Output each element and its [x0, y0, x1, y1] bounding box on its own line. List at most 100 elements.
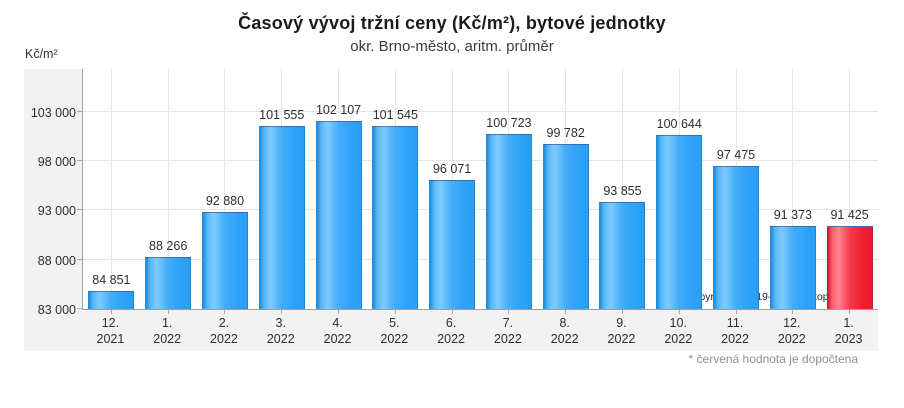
x-axis-tick-label: 1. 2023 — [814, 315, 884, 347]
x-axis-tick — [735, 310, 737, 314]
x-axis-tick-label: 1. 2022 — [132, 315, 202, 347]
y-axis-tick-labels: 83 000 88 000 93 000 98 000 103 000 — [0, 69, 76, 317]
x-label-year: 2022 — [210, 332, 238, 346]
gridline-vertical — [849, 69, 851, 309]
x-label-year: 2023 — [834, 332, 863, 346]
x-label-year: 2022 — [721, 332, 749, 346]
bar-value-label: 88 266 — [149, 239, 188, 254]
x-label-month: 11. — [726, 316, 744, 330]
x-axis-tick — [338, 310, 340, 314]
bar-value-label: 96 071 — [432, 162, 472, 177]
x-axis-tick — [849, 310, 851, 314]
x-axis-tick-label: 2. 2022 — [189, 315, 259, 347]
x-axis-tick — [281, 310, 283, 314]
bar[interactable] — [201, 211, 248, 309]
bar[interactable] — [372, 126, 419, 309]
gridline-vertical — [224, 69, 226, 309]
x-label-month: 12. — [783, 316, 801, 330]
bar-value-label: 84 851 — [92, 272, 131, 287]
bar[interactable] — [713, 166, 760, 309]
x-label-month: 1. — [161, 316, 173, 330]
x-label-year: 2022 — [266, 332, 295, 346]
x-label-year: 2022 — [607, 332, 636, 346]
bar-value-label: 100 644 — [656, 117, 702, 132]
bar-value-label: 93 855 — [603, 183, 642, 198]
bar[interactable] — [145, 257, 192, 309]
gridline-vertical — [621, 69, 623, 309]
x-label-year: 2022 — [777, 332, 806, 346]
y-axis-tick — [77, 160, 82, 162]
x-label-month: 9. — [616, 316, 627, 330]
bar-value-label: 101 545 — [372, 108, 418, 123]
y-axis-tick-label: 83 000 — [37, 303, 76, 317]
bar-value-label: 102 107 — [315, 102, 362, 117]
x-axis-tick-label: 7. 2022 — [473, 315, 543, 347]
plot-area: Copyright © 2019-2023, OctopusPro 84 851… — [77, 69, 878, 314]
x-label-month: 6. — [445, 316, 457, 330]
x-axis-tick — [678, 310, 680, 314]
chart-subtitle: okr. Brno-město, aritm. průměr — [350, 38, 554, 55]
x-axis-tick-label: 12. 2021 — [75, 315, 145, 347]
x-axis-tick-label: 5. 2022 — [359, 315, 429, 347]
x-axis-tick — [224, 310, 226, 314]
x-label-month: 1. — [843, 316, 854, 330]
x-label-month: 5. — [389, 316, 400, 330]
bar[interactable] — [769, 226, 816, 309]
bar-value-label: 91 425 — [830, 207, 869, 222]
y-axis-tick-label: 93 000 — [37, 204, 76, 219]
y-axis-tick — [77, 110, 82, 112]
y-axis-tick — [77, 209, 82, 211]
x-label-year: 2022 — [550, 332, 579, 346]
x-axis-tick — [792, 310, 794, 314]
y-axis-tick — [77, 308, 82, 309]
gridline-horizontal — [83, 160, 878, 162]
x-label-month: 10. — [669, 316, 687, 330]
x-label-year: 2022 — [437, 332, 465, 346]
bar-value-label: 100 723 — [486, 116, 532, 131]
x-axis-tick — [565, 310, 567, 314]
x-axis-tick-labels: 12. 2021 1. 2022 2. 2022 3. 2022 4. 2022 5. 2022 6. 2… — [82, 313, 878, 349]
x-axis-tick-label: 3. 2022 — [246, 315, 316, 347]
bar[interactable] — [826, 225, 873, 309]
bar[interactable] — [429, 180, 476, 309]
y-axis-tick-label: 98 000 — [37, 155, 76, 170]
gridline-vertical — [110, 69, 112, 309]
y-axis-unit-label: Kč/m² — [25, 47, 58, 61]
bar[interactable] — [258, 126, 305, 309]
x-label-month: 2. — [218, 316, 230, 330]
bar[interactable] — [656, 135, 703, 309]
footnote: * červená hodnota je dopočtena — [688, 352, 858, 366]
x-axis-tick-label: 10. 2022 — [643, 315, 713, 347]
bar[interactable] — [88, 290, 135, 309]
y-axis-tick-label: 88 000 — [37, 253, 76, 268]
x-label-month: 4. — [332, 316, 343, 330]
bar-value-label: 101 555 — [259, 108, 305, 123]
x-axis-tick — [167, 310, 169, 314]
x-label-year: 2021 — [96, 332, 125, 346]
bar[interactable] — [315, 120, 362, 309]
x-axis-tick — [394, 310, 396, 314]
x-axis-tick-label: 9. 2022 — [586, 315, 656, 347]
gridline-horizontal — [83, 110, 878, 112]
x-axis-tick — [110, 310, 112, 314]
x-axis-tick-label: 8. 2022 — [530, 315, 600, 347]
gridline-horizontal — [83, 209, 878, 211]
bar[interactable] — [599, 201, 646, 309]
x-axis-tick-label: 6. 2022 — [416, 315, 486, 347]
bar-value-label: 92 880 — [205, 193, 245, 208]
gridline-vertical — [792, 69, 794, 309]
x-axis-tick — [621, 310, 623, 314]
x-axis-tick — [451, 310, 453, 314]
bar-value-label: 97 475 — [716, 148, 756, 163]
x-axis-tick-label: 4. 2022 — [303, 315, 373, 347]
x-axis-tick-label: 11. 2022 — [700, 315, 770, 347]
y-axis-tick-label: 103 000 — [30, 105, 76, 120]
bar[interactable] — [542, 143, 589, 309]
x-label-month: 12. — [101, 316, 120, 330]
bar[interactable] — [485, 134, 532, 309]
x-label-month: 8. — [559, 316, 570, 330]
bar-value-label: 99 782 — [546, 125, 585, 140]
x-label-year: 2022 — [380, 332, 409, 346]
x-label-year: 2022 — [323, 332, 352, 346]
